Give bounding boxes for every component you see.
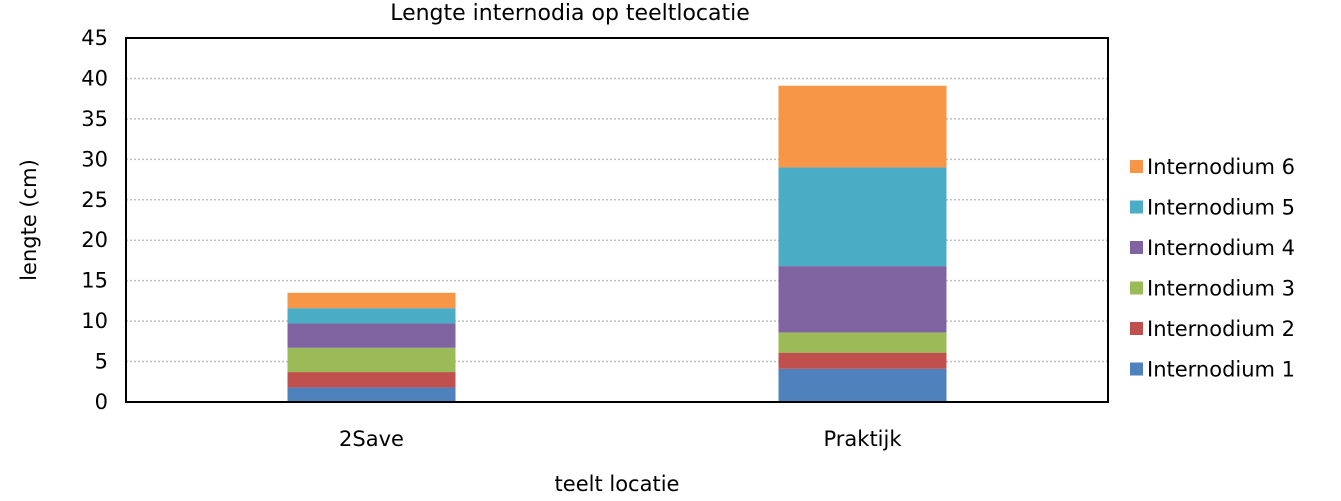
legend-label: Internodium 5: [1147, 196, 1295, 220]
x-category-label: 2Save: [339, 427, 404, 451]
bars: [287, 85, 947, 402]
y-tick-label: 5: [95, 350, 108, 374]
legend-label: Internodium 4: [1147, 236, 1295, 260]
legend-swatch: [1130, 200, 1143, 214]
bar-segment: [778, 266, 947, 333]
bar-segment: [287, 372, 456, 388]
bar-segment: [287, 292, 456, 309]
bar-segment: [287, 308, 456, 324]
bar-segment: [778, 167, 947, 267]
legend-swatch: [1130, 362, 1143, 376]
plot-frame: [125, 37, 1109, 403]
bar-segment: [778, 85, 947, 168]
y-tick-label: 25: [81, 188, 108, 212]
legend: Internodium 6 Internodium 5 Internodium 4 I…: [1130, 155, 1295, 382]
y-tick-label: 20: [81, 228, 108, 252]
bar-segment: [778, 352, 947, 369]
x-axis-label: teelt locatie: [555, 472, 680, 496]
y-tick-label: 30: [81, 147, 108, 171]
x-axis-categories: 2Save Praktijk: [339, 427, 902, 451]
bar-segment: [287, 387, 456, 402]
legend-swatch: [1130, 160, 1143, 173]
legend-swatch: [1130, 241, 1143, 254]
legend-swatch: [1130, 281, 1143, 295]
x-category-label: Praktijk: [823, 427, 902, 451]
y-tick-label: 35: [81, 107, 108, 131]
y-tick-label: 40: [81, 66, 108, 90]
y-tick-label: 45: [81, 26, 108, 50]
y-axis-label: lengte (cm): [17, 159, 41, 281]
y-tick-label: 10: [81, 309, 108, 333]
bar-segment: [287, 347, 456, 373]
bar-segment: [778, 368, 947, 402]
bar-segment: [778, 332, 947, 353]
y-tick-label: 0: [95, 390, 108, 414]
legend-label: Internodium 3: [1147, 277, 1295, 301]
legend-swatch: [1130, 322, 1143, 335]
y-tick-label: 15: [81, 269, 108, 293]
legend-label: Internodium 6: [1147, 155, 1295, 179]
legend-label: Internodium 2: [1147, 317, 1295, 341]
y-axis-ticks: 0 5 10 15 20 25 30 35 40 45: [81, 26, 108, 414]
bar-segment: [287, 323, 456, 348]
chart-title: Lengte internodia op teeltlocatie: [390, 1, 750, 26]
gridlines: [126, 77, 1108, 363]
legend-label: Internodium 1: [1147, 358, 1295, 382]
